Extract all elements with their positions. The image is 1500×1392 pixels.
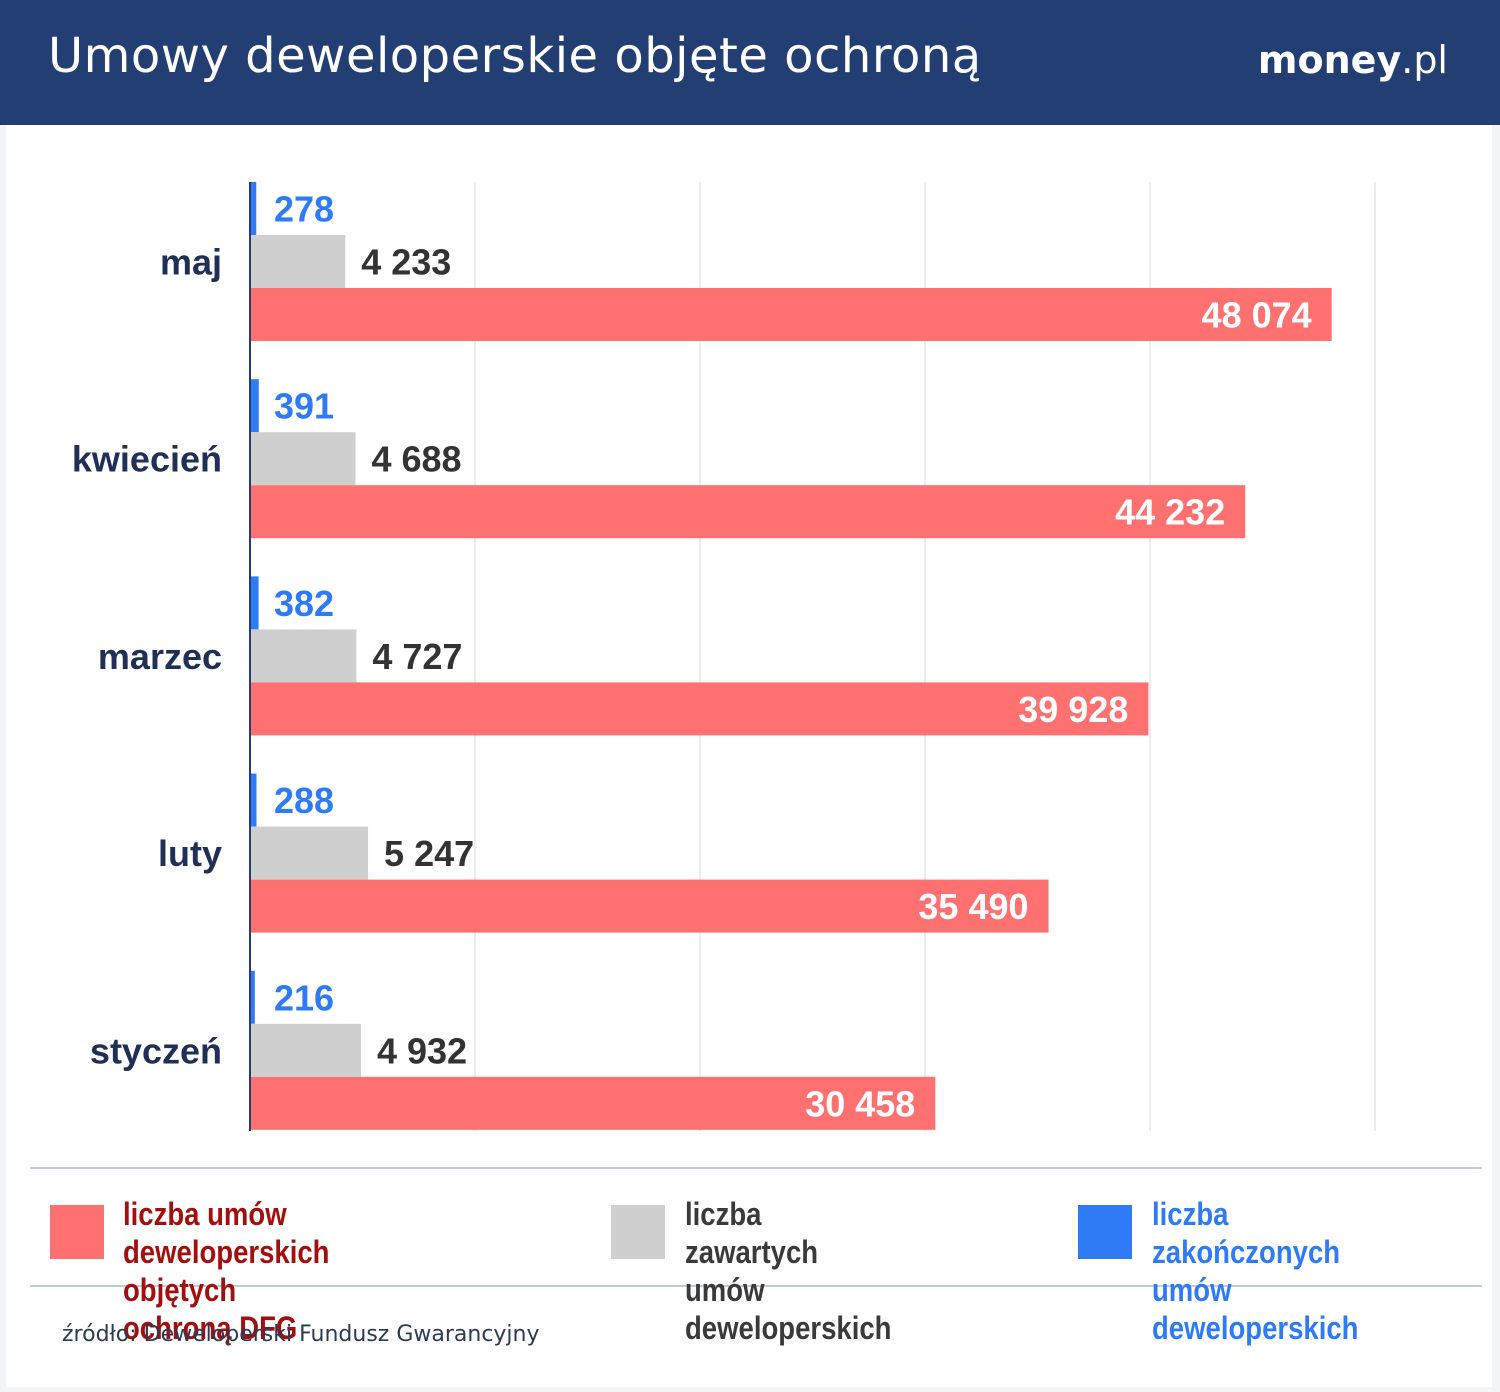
legend-divider-bottom: [30, 1285, 1482, 1287]
data-label: 391: [274, 386, 334, 427]
bar-protected: [250, 879, 1049, 933]
bar-concluded: [250, 826, 369, 880]
legend-swatch-concluded: [611, 1205, 665, 1259]
bar-concluded: [250, 235, 346, 288]
bar-protected: [250, 1076, 936, 1130]
data-label: 35 490: [918, 886, 1028, 927]
data-label: 30 458: [805, 1083, 915, 1124]
data-label: 216: [274, 977, 334, 1018]
data-label: 44 232: [1115, 492, 1225, 533]
bar-chart: maj 278 4 233 48 074 kwiecień 391 4 688 44 232 m…: [72, 182, 1376, 1131]
data-label: 382: [274, 583, 334, 624]
category-label: marzec: [98, 636, 222, 677]
data-label: 4 233: [361, 242, 451, 283]
source-note: źródło: Deweloperski Fundusz Gwarancyjny: [62, 1322, 540, 1347]
bar-completed: [250, 576, 259, 630]
data-label: 288: [274, 780, 334, 821]
category-label: luty: [158, 833, 222, 874]
bar-concluded: [250, 629, 357, 683]
brand-logo: money.pl: [1258, 38, 1448, 82]
legend-swatch-protected: [50, 1205, 104, 1259]
data-label: 39 928: [1018, 689, 1128, 730]
data-label: 278: [274, 189, 334, 230]
data-label: 4 688: [371, 439, 461, 480]
legend-swatch-completed: [1078, 1205, 1132, 1259]
category-label: kwiecień: [72, 439, 222, 480]
bar-completed: [250, 182, 257, 235]
data-label: 5 247: [384, 833, 474, 874]
data-label: 4 727: [372, 636, 462, 677]
bar-protected: [250, 288, 1332, 341]
legend-label-completed: liczba zakończonych umów deweloperskich: [1152, 1196, 1359, 1346]
page-title: Umowy deweloperskie objęte ochroną: [48, 28, 982, 84]
data-label: 48 074: [1202, 295, 1312, 336]
bar-protected: [250, 485, 1246, 539]
brand-logo-light: .pl: [1401, 38, 1448, 82]
legend-divider-top: [30, 1167, 1482, 1169]
bar-completed: [250, 773, 257, 827]
legend-label-concluded: liczba zawartych umów deweloperskich: [685, 1196, 892, 1346]
category-label: maj: [160, 242, 222, 283]
legend-label-protected: liczba umów deweloperskich objętych ochr…: [123, 1196, 330, 1346]
chart-panel: maj 278 4 233 48 074 kwiecień 391 4 688 44 232 m…: [6, 125, 1492, 1387]
brand-logo-bold: money: [1257, 38, 1402, 82]
data-label: 4 932: [377, 1030, 467, 1071]
bar-completed: [250, 970, 255, 1024]
bar-completed: [250, 379, 259, 433]
bar-concluded: [250, 1023, 361, 1077]
bar-protected: [250, 682, 1149, 736]
category-label: styczeń: [90, 1030, 222, 1071]
header-bar: Umowy deweloperskie objęte ochroną money…: [0, 0, 1500, 125]
bar-concluded: [250, 432, 356, 486]
